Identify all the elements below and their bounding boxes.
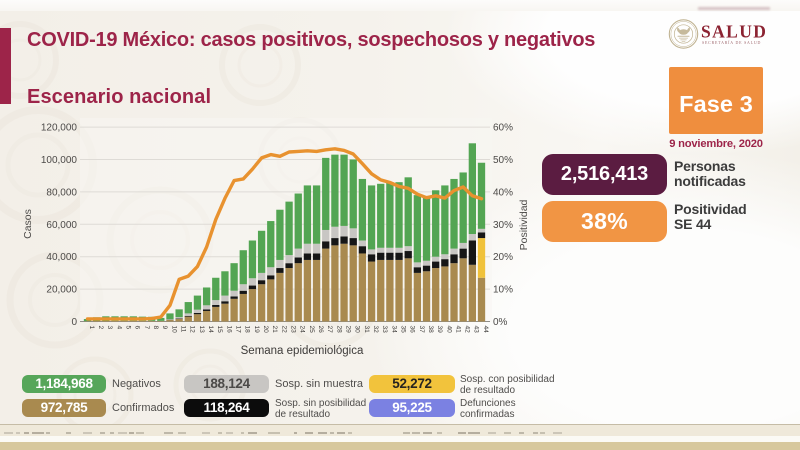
svg-text:27: 27 xyxy=(326,326,333,334)
svg-text:8: 8 xyxy=(152,326,159,330)
svg-text:SALUD: SALUD xyxy=(701,22,767,42)
svg-text:60%: 60% xyxy=(493,123,513,134)
svg-text:Semana epidemiológica: Semana epidemiológica xyxy=(241,345,364,357)
svg-text:18: 18 xyxy=(244,326,251,334)
svg-text:Casos: Casos xyxy=(22,209,34,239)
svg-text:39: 39 xyxy=(436,326,443,334)
svg-text:30: 30 xyxy=(354,326,361,334)
svg-text:20%: 20% xyxy=(493,252,513,263)
svg-text:120,000: 120,000 xyxy=(41,123,78,134)
svg-text:10: 10 xyxy=(170,326,177,334)
svg-text:37: 37 xyxy=(418,326,425,334)
svg-text:36: 36 xyxy=(409,326,416,334)
svg-text:4: 4 xyxy=(115,326,122,330)
svg-text:31: 31 xyxy=(363,326,370,334)
svg-text:34: 34 xyxy=(390,326,397,334)
svg-text:15: 15 xyxy=(216,326,223,334)
svg-text:40,000: 40,000 xyxy=(46,252,77,263)
svg-text:0: 0 xyxy=(71,317,77,328)
svg-text:9: 9 xyxy=(161,326,168,330)
svg-text:40%: 40% xyxy=(493,187,513,198)
svg-text:32: 32 xyxy=(372,326,379,334)
svg-text:26: 26 xyxy=(317,326,324,334)
svg-text:22: 22 xyxy=(280,326,287,334)
svg-text:16: 16 xyxy=(225,326,232,334)
svg-text:30%: 30% xyxy=(493,220,513,231)
svg-text:17: 17 xyxy=(235,326,242,334)
svg-text:6: 6 xyxy=(134,326,141,330)
svg-text:42: 42 xyxy=(464,326,471,334)
svg-text:25: 25 xyxy=(308,326,315,334)
svg-text:11: 11 xyxy=(180,326,187,333)
svg-text:Positividad: Positividad xyxy=(518,199,530,250)
svg-text:40: 40 xyxy=(445,326,452,334)
svg-text:80,000: 80,000 xyxy=(46,187,77,198)
svg-text:43: 43 xyxy=(473,326,480,334)
svg-text:35: 35 xyxy=(399,326,406,334)
svg-text:10%: 10% xyxy=(493,285,513,296)
svg-text:5: 5 xyxy=(125,326,132,330)
svg-text:29: 29 xyxy=(345,326,352,334)
svg-text:60,000: 60,000 xyxy=(46,220,77,231)
svg-text:20: 20 xyxy=(262,326,269,334)
svg-text:SECRETARÍA DE SALUD: SECRETARÍA DE SALUD xyxy=(702,40,761,45)
svg-text:13: 13 xyxy=(198,326,205,334)
svg-text:3: 3 xyxy=(106,326,113,330)
svg-text:41: 41 xyxy=(454,326,461,334)
svg-text:12: 12 xyxy=(189,326,196,334)
svg-text:14: 14 xyxy=(207,326,214,334)
svg-text:24: 24 xyxy=(299,326,306,334)
svg-text:2: 2 xyxy=(97,326,104,330)
svg-text:50%: 50% xyxy=(493,155,513,166)
svg-text:44: 44 xyxy=(482,326,489,334)
svg-text:19: 19 xyxy=(253,326,260,334)
svg-text:100,000: 100,000 xyxy=(41,155,78,166)
svg-text:23: 23 xyxy=(290,326,297,334)
svg-text:20,000: 20,000 xyxy=(46,285,77,296)
svg-text:21: 21 xyxy=(271,326,278,334)
svg-text:28: 28 xyxy=(335,326,342,334)
svg-text:7: 7 xyxy=(143,326,150,330)
svg-text:0%: 0% xyxy=(493,317,508,328)
svg-text:33: 33 xyxy=(381,326,388,334)
svg-text:1: 1 xyxy=(88,326,95,330)
svg-text:38: 38 xyxy=(427,326,434,334)
